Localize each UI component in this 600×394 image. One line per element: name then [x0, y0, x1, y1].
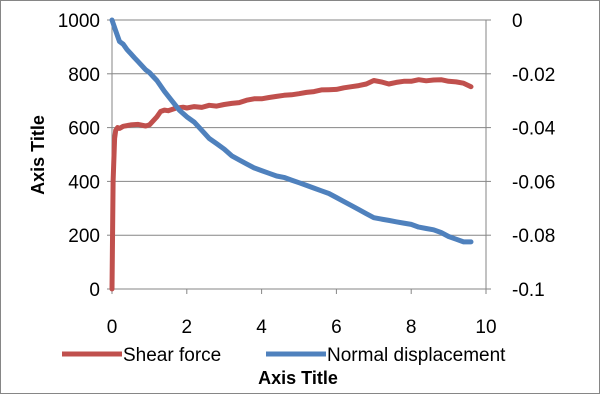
x-tick-label: 2 [182, 317, 193, 338]
y-tick-label: 200 [68, 226, 100, 247]
y2-tick-label: -0.1 [512, 280, 545, 301]
y-axis-title: Axis Title [28, 115, 48, 195]
series-layer [109, 17, 474, 292]
y-tick-label: 600 [68, 119, 100, 140]
x-tick-label: 0 [107, 317, 118, 338]
y-tick-label: 400 [68, 172, 100, 193]
legend-label-normal: Normal displacement [327, 345, 506, 366]
y2-tick-label: 0 [512, 11, 523, 32]
x-tick-label: 10 [475, 317, 496, 338]
y-tick-label: 0 [89, 280, 100, 301]
x-axis-title: Axis Title [258, 368, 338, 388]
y2-tick-label: -0.08 [512, 226, 555, 247]
y2-tick-label: -0.04 [512, 119, 556, 140]
series-line-shear-force [109, 77, 474, 292]
y-tick-label: 1000 [58, 11, 100, 32]
series-line-normal-displacement [109, 17, 474, 245]
x-tick-label: 6 [331, 317, 342, 338]
x-tick-label: 8 [406, 317, 417, 338]
legend-label-shear: Shear force [123, 345, 221, 366]
y2-tick-label: -0.02 [512, 65, 555, 86]
y-tick-label: 800 [68, 65, 100, 86]
x-tick-label: 4 [256, 317, 267, 338]
legend: Shear force Normal displacement [62, 345, 506, 366]
y2-tick-label: -0.06 [512, 172, 555, 193]
